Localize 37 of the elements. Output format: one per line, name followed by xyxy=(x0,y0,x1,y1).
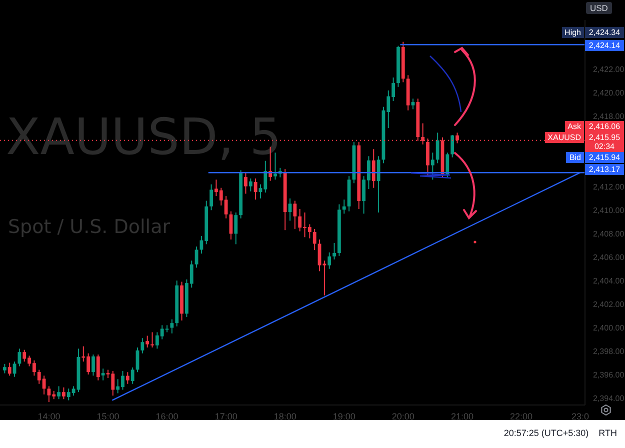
text: 2,424.14 xyxy=(585,40,624,51)
x-tick-label: 23:0 xyxy=(572,411,590,422)
text: 2,413.17 xyxy=(585,164,624,175)
y-tick-label: 2,412.00 xyxy=(593,182,625,192)
annotation: Bid xyxy=(566,152,584,163)
text: 2,416.06 xyxy=(585,121,624,132)
y-tick-label: 2,408.00 xyxy=(593,229,625,238)
y-tick-label: 2,410.00 xyxy=(593,206,625,215)
text: 02:34 xyxy=(585,141,624,152)
y-tick-label: 2,396.00 xyxy=(593,370,625,380)
y-tick-label: 2,404.00 xyxy=(593,276,625,286)
x-tick-label: 19:00 xyxy=(332,411,356,422)
x-tick-label: 14:00 xyxy=(38,411,60,422)
y-tick-label: 2,418.00 xyxy=(593,112,625,122)
y-tick-label: 2,406.00 xyxy=(593,252,625,262)
annotation: High xyxy=(562,27,584,38)
y-tick-label: 2,402.00 xyxy=(593,300,625,309)
y-tick-label: 2,394.00 xyxy=(593,394,625,403)
y-tick-label: 2,422.00 xyxy=(593,65,625,74)
text: 2,424.34 xyxy=(585,27,624,38)
x-tick-label: 21:00 xyxy=(450,411,474,422)
annotation: Ask xyxy=(564,121,584,132)
annotation: XAUUSD xyxy=(544,132,584,143)
y-tick-label: 2,400.00 xyxy=(593,323,625,332)
text: RTH xyxy=(598,428,617,438)
text: USD xyxy=(586,2,612,14)
x-tick-label: 17:00 xyxy=(214,411,238,422)
x-tick-label: 20:00 xyxy=(392,411,414,422)
x-tick-label: 18:00 xyxy=(274,411,296,422)
x-tick-label: 15:00 xyxy=(96,411,120,422)
x-tick-label: 22:00 xyxy=(510,411,533,422)
text: 2,415.94 xyxy=(585,152,624,163)
text: 20:57:25 (UTC+5:30) xyxy=(504,428,589,438)
x-tick-label: 16:00 xyxy=(156,411,178,422)
y-tick-label: 2,420.00 xyxy=(593,88,625,98)
text: 2,415.95 xyxy=(585,132,624,143)
y-tick-label: 2,398.00 xyxy=(593,346,625,356)
